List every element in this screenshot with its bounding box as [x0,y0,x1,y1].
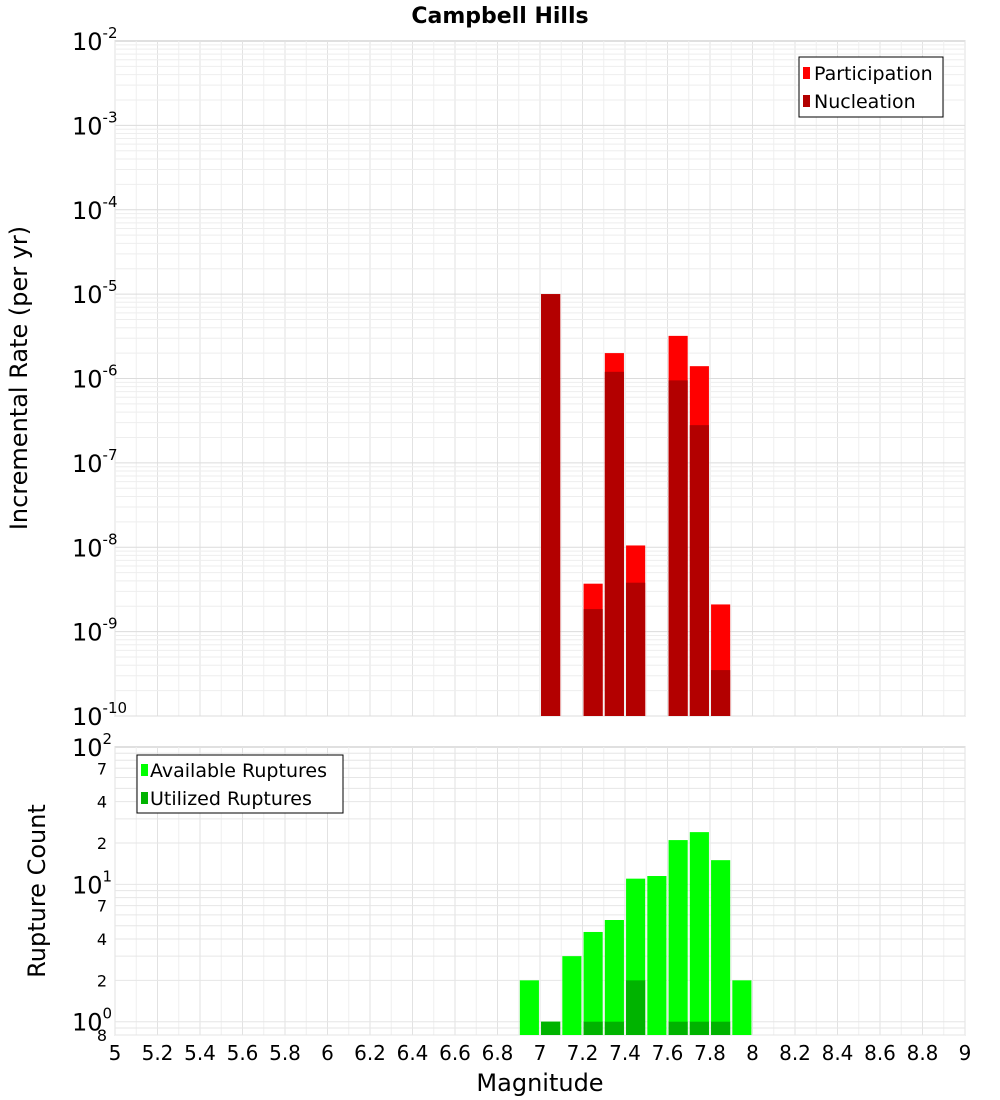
x-tick-label: 6 [321,1041,334,1065]
top-legend: Participation Nucleation [798,56,944,118]
x-tick-label: 8.4 [822,1041,854,1065]
x-ticks: 5 5.2 5.4 5.6 5.8 6 6.2 6.4 6.6 6.8 7 7.2 7.4 7.6 7.8 8… [109,1041,972,1065]
top-y-tick-label: 10-4 [72,193,118,225]
bottom-y-minor-tick-label: 7 [97,897,107,916]
bottom-y-minor-tick-label: 7 [97,759,107,778]
bottom-legend: Available Ruptures Utilized Ruptures [136,754,344,814]
bottom-y-minor-tick-label: 2 [97,834,107,853]
bottom-available-ruptures-bar [562,956,582,1035]
top-y-tick-label: 10-10 [72,699,127,731]
top-y-tick-label: 10-2 [72,24,118,56]
x-tick-label: 5.4 [184,1041,216,1065]
legend-swatch-nucleation [803,95,810,107]
x-tick-label: 5.2 [142,1041,174,1065]
x-tick-label: 5.8 [269,1041,301,1065]
x-tick-label: 8.2 [779,1041,811,1065]
bottom-y-minor-tick-label: 2 [97,971,107,990]
bottom-y-minor-tick-label: 4 [97,793,107,812]
x-tick-label: 6.2 [354,1041,386,1065]
legend-swatch-participation [803,67,810,79]
top-y-tick-label: 10-5 [72,277,118,309]
x-tick-label: 7.8 [694,1041,726,1065]
x-tick-label: 7 [534,1041,547,1065]
bottom-available-ruptures-bar [604,920,624,1035]
legend-label-participation: Participation [814,63,933,85]
bottom-y-major-tick-label: 101 [72,867,112,899]
bottom-available-ruptures-bar [519,980,539,1035]
bottom-utilized-ruptures-bar [604,1021,624,1035]
legend-swatch-utilized [141,792,148,804]
legend-label-available: Available Ruptures [150,760,327,782]
top-y-tick-label: 10-9 [72,615,118,647]
legend-label-utilized: Utilized Ruptures [150,788,312,810]
x-tick-label: 9 [959,1041,972,1065]
bottom-available-ruptures-bar [689,832,709,1035]
bottom-utilized-ruptures-bar [689,1021,709,1035]
legend-swatch-available [141,764,148,776]
bottom-utilized-ruptures-bar [541,1021,561,1035]
top-y-ticks: 10-10 10-9 10-8 10-7 10-6 10-5 10-4 10-3 10-2 [72,24,127,731]
bottom-available-ruptures-bar [732,980,752,1035]
bottom-bars [519,832,752,1035]
top-nucleation-bar [583,609,603,716]
bottom-legend-box [136,754,344,814]
bottom-available-ruptures-bar [711,860,731,1035]
bottom-available-ruptures-bar [583,931,603,1035]
x-tick-label: 8 [746,1041,759,1065]
x-tick-label: 7.6 [652,1041,684,1065]
bottom-y-ticks: 100 101 102 8 2 4 7 2 4 7 [72,730,112,1045]
top-bars [541,294,731,716]
top-nucleation-bar [711,670,731,716]
x-tick-label: 8.8 [907,1041,939,1065]
x-axis-label: Magnitude [476,1069,603,1097]
bottom-utilized-ruptures-bar [583,1021,603,1035]
top-y-tick-label: 10-6 [72,362,118,394]
bottom-y-axis-label: Rupture Count [23,804,51,978]
x-tick-label: 5 [109,1041,122,1065]
bottom-available-ruptures-bar [647,876,667,1035]
top-grid [114,41,966,717]
bottom-available-ruptures-bar [668,840,688,1035]
bottom-utilized-ruptures-bar [626,980,646,1035]
top-nucleation-bar [541,294,561,716]
top-nucleation-bar [626,582,646,716]
x-tick-label: 6.4 [397,1041,429,1065]
top-y-tick-label: 10-8 [72,530,118,562]
top-y-tick-label: 10-7 [72,446,118,478]
top-nucleation-bar [604,371,624,716]
bottom-utilized-ruptures-bar [711,1021,731,1035]
top-y-axis-label: Incremental Rate (per yr) [5,226,33,530]
bottom-y-minor-tick-label: 4 [97,930,107,949]
bottom-utilized-ruptures-bar [668,1021,688,1035]
x-tick-label: 6.8 [482,1041,514,1065]
legend-label-nucleation: Nucleation [814,91,916,113]
bottom-y-major-tick-label: 100 [72,1005,112,1037]
x-tick-label: 5.6 [227,1041,259,1065]
chart-title: Campbell Hills [411,4,588,29]
bottom-y-major-tick-label: 102 [72,730,112,762]
bottom-y-minor-tick-label: 8 [97,1026,107,1045]
x-tick-label: 7.2 [567,1041,599,1065]
x-tick-label: 7.4 [609,1041,641,1065]
top-y-tick-label: 10-3 [72,108,118,140]
top-nucleation-bar [689,425,709,716]
top-legend-box [798,56,944,118]
x-tick-label: 8.6 [864,1041,896,1065]
top-nucleation-bar [668,380,688,716]
x-tick-label: 6.6 [439,1041,471,1065]
